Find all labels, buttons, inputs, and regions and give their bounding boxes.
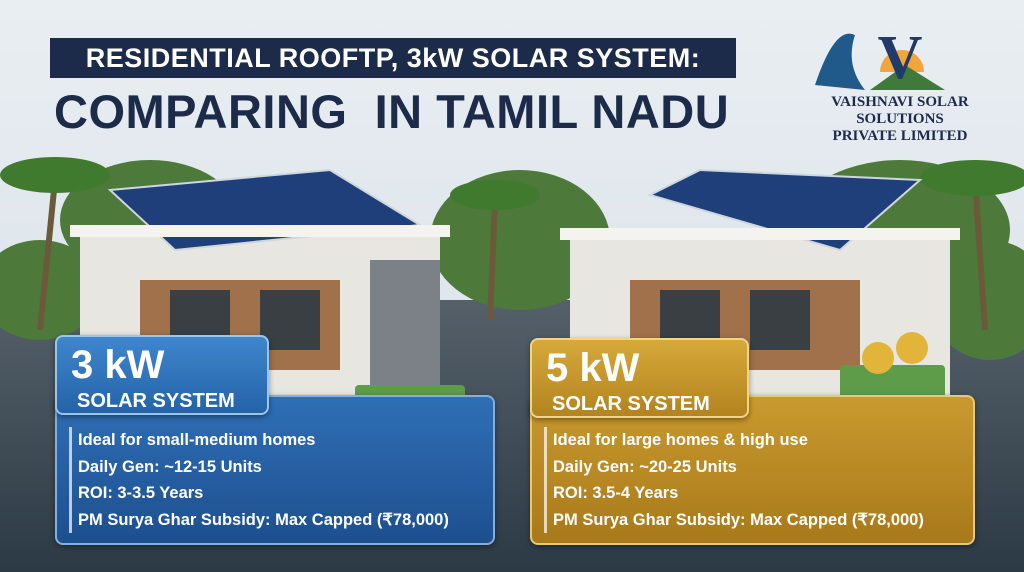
point: Ideal for small-medium homes [69, 427, 493, 454]
logo-subname: PRIVATE LIMITED [832, 128, 968, 144]
logo-letter: V [877, 24, 923, 92]
logo: V VAISHNAVI SOLAR SOLUTIONS PRIVATE LIMI… [795, 22, 1005, 144]
point: Daily Gen: ~12-15 Units [69, 453, 493, 480]
card-body: Ideal for large homes & high use Daily G… [530, 395, 975, 545]
logo-name: VAISHNAVI SOLAR SOLUTIONS [831, 94, 969, 127]
card-size: 3 kW [71, 343, 165, 387]
point: PM Surya Ghar Subsidy: Max Capped (₹78,0… [544, 506, 973, 533]
point: ROI: 3-3.5 Years [69, 480, 493, 507]
card-header: 3 kW SOLAR SYSTEM [55, 335, 269, 415]
point: Daily Gen: ~20-25 Units [544, 453, 973, 480]
point: PM Surya Ghar Subsidy: Max Capped (₹78,0… [69, 506, 493, 533]
card-label: SOLAR SYSTEM [552, 393, 710, 415]
title-line2: COMPARING IN TAMIL NADU [54, 85, 730, 138]
card-label: SOLAR SYSTEM [77, 390, 235, 412]
card-header: 5 kW SOLAR SYSTEM [530, 338, 749, 418]
point: Ideal for large homes & high use [544, 427, 973, 454]
title-line1: RESIDENTIAL ROOFTP, 3kW SOLAR SYSTEM: [50, 38, 736, 78]
card-size: 5 kW [546, 346, 640, 390]
point: ROI: 3.5-4 Years [544, 480, 973, 507]
card-body: Ideal for small-medium homes Daily Gen: … [55, 395, 495, 545]
